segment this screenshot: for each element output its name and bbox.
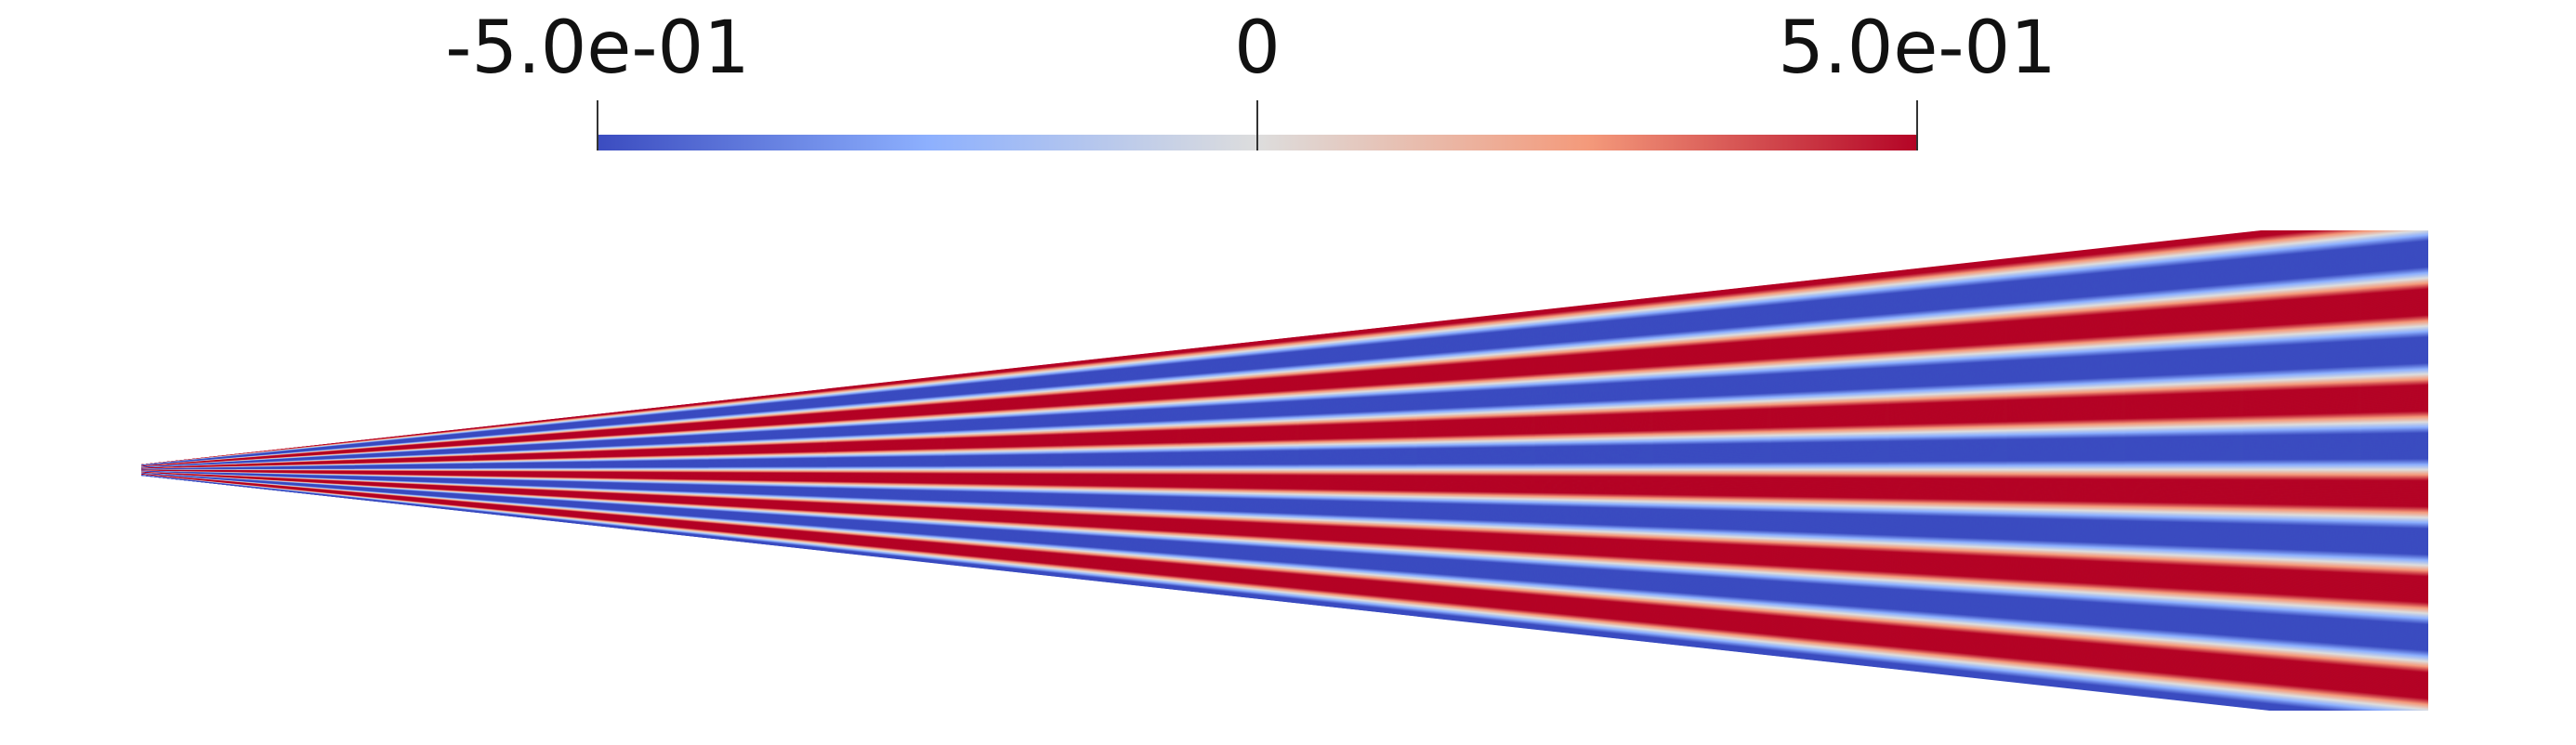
tick-label: 0 (1234, 7, 1281, 90)
field-plot (141, 230, 2428, 711)
tick-label: -5.0e-01 (445, 7, 750, 90)
tick-label: 5.0e-01 (1778, 7, 2056, 90)
field-stripe (141, 475, 2279, 711)
